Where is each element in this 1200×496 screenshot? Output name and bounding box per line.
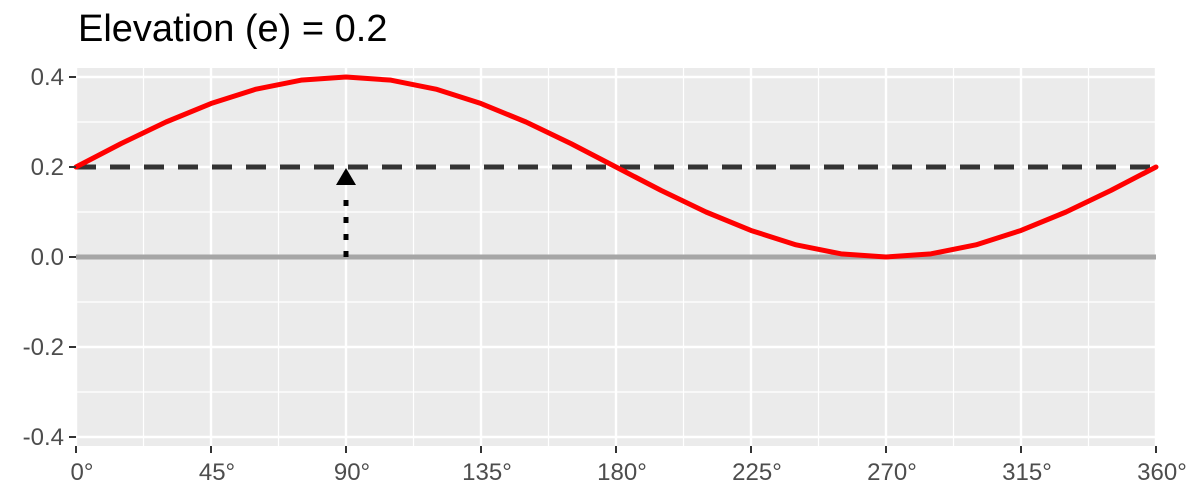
y-tick-label: -0.2 bbox=[23, 334, 64, 361]
y-tick-label: -0.4 bbox=[23, 424, 64, 451]
x-tick-label: 0° bbox=[71, 459, 94, 486]
series-line bbox=[73, 74, 1159, 260]
x-tick-labels: 0° 45° 90° 135° 180° 225° 270° 315° 360° bbox=[71, 459, 1187, 486]
x-tick-label: 360° bbox=[1137, 459, 1187, 486]
series-layer bbox=[73, 74, 1159, 260]
x-tick-label: 90° bbox=[334, 459, 370, 486]
y-tick-label: 0.0 bbox=[31, 244, 64, 271]
y-tick-label: 0.4 bbox=[31, 64, 64, 91]
x-tick-label: 225° bbox=[732, 459, 782, 486]
x-tick-label: 135° bbox=[462, 459, 512, 486]
x-tick-label: 45° bbox=[199, 459, 235, 486]
chart-title: Elevation (e) = 0.2 bbox=[78, 8, 388, 50]
y-tick-labels: 0.4 0.2 0.0 -0.2 -0.4 bbox=[23, 64, 64, 451]
x-tick-label: 180° bbox=[597, 459, 647, 486]
reference-lines bbox=[76, 164, 1156, 260]
x-tick-label: 270° bbox=[867, 459, 917, 486]
annotations bbox=[336, 168, 356, 257]
arrow-head bbox=[336, 168, 356, 185]
axis-ticks bbox=[69, 76, 1157, 453]
y-tick-label: 0.2 bbox=[31, 154, 64, 181]
x-tick-label: 315° bbox=[1002, 459, 1052, 486]
